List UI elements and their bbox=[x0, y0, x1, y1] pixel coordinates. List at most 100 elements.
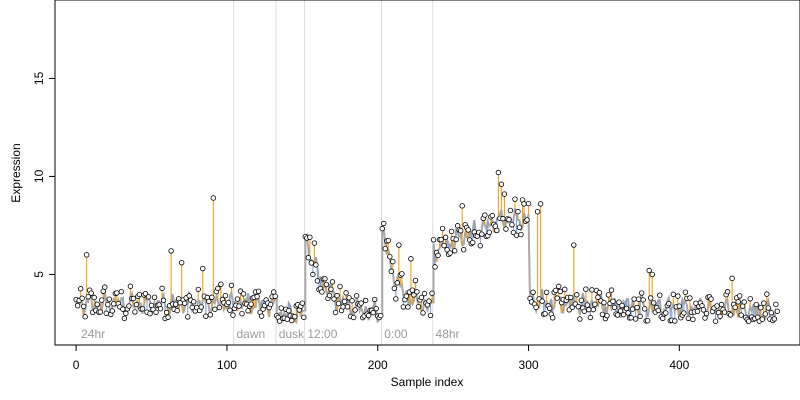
region-label: 48hr bbox=[436, 327, 460, 341]
x-tick-label: 400 bbox=[669, 358, 689, 372]
data-point bbox=[358, 300, 364, 306]
data-point bbox=[420, 310, 426, 316]
data-point bbox=[114, 290, 120, 296]
data-point bbox=[123, 310, 129, 317]
data-point bbox=[118, 288, 125, 295]
data-point bbox=[712, 318, 719, 324]
data-point bbox=[331, 296, 337, 302]
data-point bbox=[341, 298, 348, 305]
data-point bbox=[151, 294, 158, 300]
data-point bbox=[394, 280, 401, 286]
data-point bbox=[267, 301, 274, 308]
data-point bbox=[635, 296, 642, 302]
data-point bbox=[120, 306, 126, 312]
data-point bbox=[329, 279, 336, 285]
data-point bbox=[352, 307, 358, 313]
data-point bbox=[601, 299, 607, 306]
data-point bbox=[245, 308, 251, 314]
data-point bbox=[655, 307, 661, 314]
data-point bbox=[460, 247, 467, 253]
data-point bbox=[708, 296, 714, 302]
data-point bbox=[215, 285, 221, 292]
data-point bbox=[724, 289, 731, 295]
data-point bbox=[157, 306, 164, 312]
data-point bbox=[515, 208, 521, 215]
data-point bbox=[332, 309, 339, 316]
data-point bbox=[444, 247, 450, 253]
data-point bbox=[629, 306, 636, 312]
data-point bbox=[632, 316, 639, 322]
data-point bbox=[310, 271, 316, 278]
data-point bbox=[465, 227, 471, 233]
data-point bbox=[759, 316, 765, 322]
data-point bbox=[335, 300, 342, 307]
data-point bbox=[136, 291, 143, 298]
data-point bbox=[533, 304, 539, 311]
data-point bbox=[649, 271, 655, 278]
data-point bbox=[546, 305, 553, 312]
data-point bbox=[74, 303, 81, 309]
data-point bbox=[453, 236, 459, 243]
data-point bbox=[457, 228, 464, 234]
x-tick-label: 0 bbox=[73, 358, 80, 372]
data-point bbox=[516, 224, 523, 231]
data-point bbox=[524, 217, 530, 223]
data-point bbox=[370, 309, 376, 316]
data-point bbox=[702, 315, 708, 321]
data-point bbox=[142, 290, 149, 297]
data-point bbox=[700, 307, 707, 313]
data-point bbox=[88, 290, 94, 296]
data-point bbox=[372, 296, 378, 303]
data-point bbox=[218, 281, 224, 287]
data-point bbox=[441, 242, 447, 249]
data-point bbox=[390, 258, 396, 265]
data-point bbox=[83, 252, 90, 258]
x-tick-label: 200 bbox=[368, 358, 388, 372]
data-point bbox=[426, 298, 432, 304]
data-point bbox=[203, 313, 209, 319]
data-point bbox=[209, 294, 215, 300]
data-point bbox=[578, 297, 585, 304]
data-point bbox=[554, 295, 560, 301]
data-point bbox=[314, 278, 321, 284]
data-point bbox=[509, 222, 515, 228]
data-point bbox=[631, 296, 637, 302]
region-label: dawn bbox=[236, 327, 265, 341]
data-point bbox=[451, 248, 458, 254]
data-point bbox=[498, 181, 505, 187]
data-point bbox=[435, 252, 441, 259]
data-point bbox=[421, 290, 428, 297]
data-point bbox=[448, 228, 455, 235]
data-point bbox=[382, 245, 388, 252]
data-point bbox=[239, 310, 245, 317]
data-point bbox=[479, 231, 485, 237]
data-point bbox=[592, 301, 598, 307]
data-point bbox=[127, 283, 134, 289]
y-tick-label: 5 bbox=[32, 271, 46, 278]
data-point bbox=[163, 309, 170, 316]
data-point bbox=[191, 299, 197, 305]
data-point bbox=[387, 253, 393, 260]
data-point bbox=[414, 289, 420, 295]
data-point bbox=[574, 292, 580, 298]
data-point bbox=[427, 312, 434, 319]
data-point bbox=[121, 315, 128, 322]
data-point bbox=[741, 299, 747, 305]
data-point bbox=[378, 312, 384, 319]
data-point bbox=[82, 314, 88, 320]
data-point bbox=[486, 229, 493, 236]
data-point bbox=[727, 312, 734, 318]
data-point bbox=[549, 315, 556, 321]
data-point bbox=[623, 305, 630, 312]
data-point bbox=[130, 295, 137, 302]
data-point bbox=[111, 301, 117, 307]
data-point bbox=[768, 310, 775, 316]
data-point bbox=[489, 212, 496, 219]
data-point bbox=[210, 195, 217, 201]
data-point bbox=[518, 231, 524, 238]
data-point bbox=[139, 306, 146, 312]
data-point bbox=[586, 306, 592, 313]
data-point bbox=[373, 305, 379, 312]
data-point bbox=[79, 295, 85, 301]
data-point bbox=[761, 300, 767, 306]
